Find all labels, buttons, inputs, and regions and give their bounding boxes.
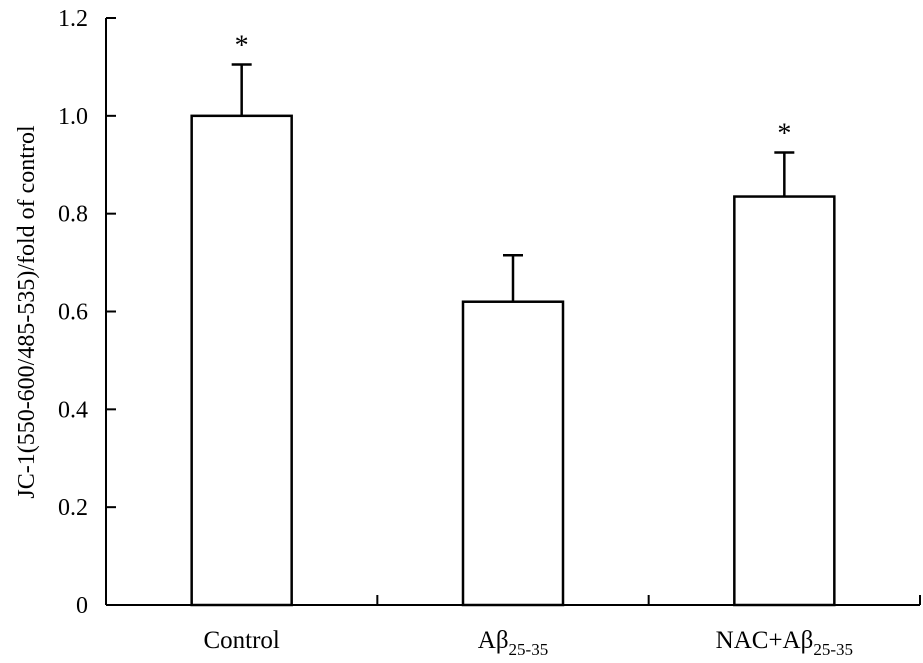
x-tick-label: NAC+Aβ25-35 xyxy=(716,627,853,659)
bar xyxy=(190,114,293,607)
y-tick-label: 0.4 xyxy=(58,397,88,423)
category-labels: Control Aβ25-35 NAC+Aβ25-35 xyxy=(203,627,853,659)
bars: ** xyxy=(190,30,836,607)
bar xyxy=(461,300,565,607)
y-tick-label: 0.8 xyxy=(58,202,88,228)
y-tick-label: 0.6 xyxy=(58,300,88,326)
significance-marker: * xyxy=(777,119,791,150)
significance-marker: * xyxy=(235,30,249,61)
x-tick-label: Control xyxy=(203,627,279,654)
y-tick-label: 0 xyxy=(76,593,88,619)
y-tick-label: 1.0 xyxy=(58,104,88,130)
y-tick-label: 0.2 xyxy=(58,495,88,521)
x-tick-label: Aβ25-35 xyxy=(478,627,548,659)
y-axis: 0 0.2 0.4 0.6 0.8 1.0 1.2 xyxy=(58,6,116,619)
y-axis-title: JC-1(550-600/485-535)/fold of control xyxy=(14,125,40,499)
bar xyxy=(733,195,836,607)
y-tick-label: 1.2 xyxy=(58,6,88,32)
